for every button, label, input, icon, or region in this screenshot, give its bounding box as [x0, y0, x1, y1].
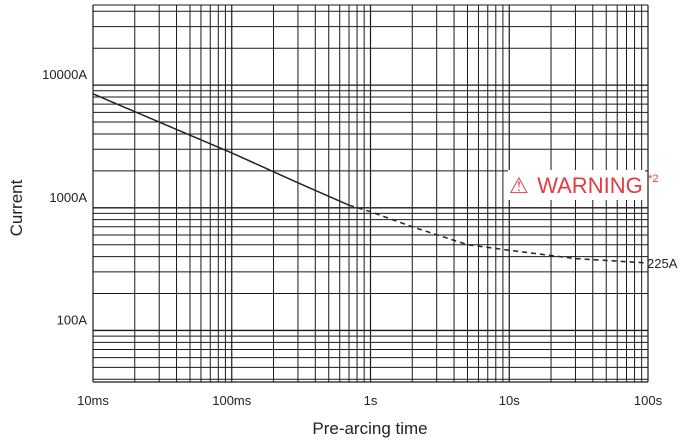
- x-tick-label: 1s: [364, 393, 378, 408]
- series-layer: [92, 93, 649, 264]
- x-axis-title: Pre-arcing time: [312, 419, 427, 438]
- series-line-dashed: [348, 204, 649, 264]
- warning-background: [508, 170, 645, 200]
- x-tick-label: 100ms: [212, 393, 252, 408]
- series-line-solid: [92, 93, 350, 206]
- x-tick-label: 100s: [634, 393, 663, 408]
- warning-text: WARNING: [537, 173, 643, 198]
- y-tick-label: 1000A: [49, 190, 87, 205]
- warning-superscript: *2: [648, 173, 658, 185]
- tick-labels: 10ms 100ms 1s 10s 100s 100A 1000A 10000A: [42, 67, 662, 408]
- warning-icon: ⚠: [509, 173, 529, 198]
- y-axis-title: Current: [7, 179, 26, 236]
- x-tick-label: 10ms: [77, 393, 109, 408]
- x-tick-label: 10s: [499, 393, 520, 408]
- y-tick-label: 10000A: [42, 67, 87, 82]
- grid-lines: [92, 4, 649, 383]
- annotation-225a: 225A: [647, 256, 678, 271]
- y-tick-label: 100A: [57, 312, 88, 327]
- warning-label: ⚠ WARNING *2: [509, 173, 659, 198]
